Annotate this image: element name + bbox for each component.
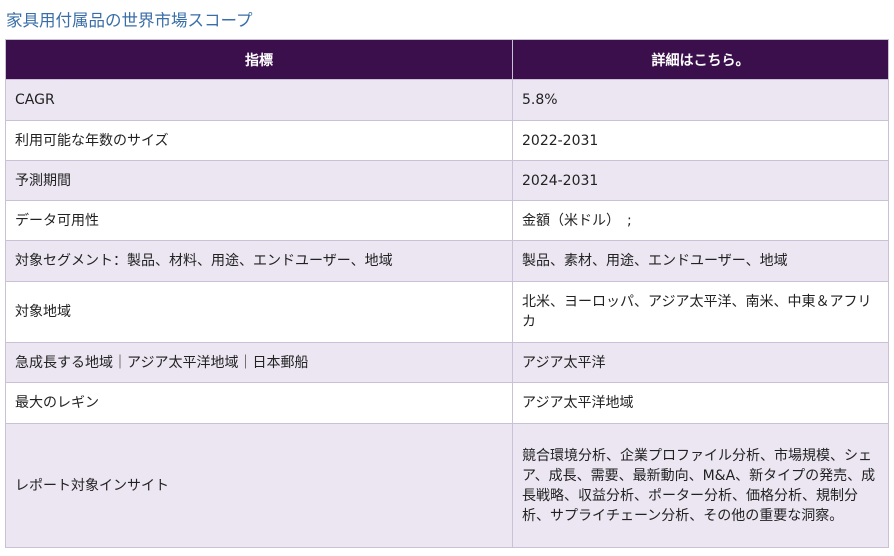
row-value: 5.8%	[512, 79, 889, 121]
row-label: CAGR	[5, 79, 513, 121]
row-value: 金額（米ドル） ;	[512, 200, 889, 241]
table-row: 利用可能な年数のサイズ 2022-2031	[5, 120, 889, 161]
row-label: 利用可能な年数のサイズ	[5, 120, 513, 161]
table-row: 対象地域 北米、ヨーロッパ、アジア太平洋、南米、中東＆アフリカ	[5, 281, 889, 343]
row-label: 予測期間	[5, 160, 513, 201]
table-row: CAGR 5.8%	[5, 79, 889, 121]
row-label: データ可用性	[5, 200, 513, 241]
row-label: 対象セグメント：製品、材料、用途、エンドユーザー、地域	[5, 240, 513, 282]
table-row: 予測期間 2024-2031	[5, 160, 889, 201]
row-value: 北米、ヨーロッパ、アジア太平洋、南米、中東＆アフリカ	[512, 281, 889, 343]
row-label: 最大のレギン	[5, 382, 513, 424]
table-row: 急成長する地域｜アジア太平洋地域｜日本郵船 アジア太平洋	[5, 342, 889, 383]
table-row: 対象セグメント：製品、材料、用途、エンドユーザー、地域 製品、素材、用途、エンド…	[5, 240, 889, 282]
row-label: 対象地域	[5, 281, 513, 343]
table-row: 最大のレギン アジア太平洋地域	[5, 382, 889, 424]
table-row: データ可用性 金額（米ドル） ;	[5, 200, 889, 241]
row-value: アジア太平洋	[512, 342, 889, 383]
page-title: 家具用付属品の世界市場スコープ	[6, 11, 253, 30]
column-header-indicator: 指標	[5, 39, 513, 80]
scope-table: 指標 詳細はこちら。 CAGR 5.8% 利用可能な年数のサイズ 2022-20…	[5, 39, 889, 548]
column-header-details: 詳細はこちら。	[512, 39, 889, 80]
row-value: 2024-2031	[512, 160, 889, 201]
row-value: 競合環境分析、企業プロファイル分析、市場規模、シェア、成長、需要、最新動向、M&…	[512, 423, 889, 548]
row-value: 製品、素材、用途、エンドユーザー、地域	[512, 240, 889, 282]
table-row: レポート対象インサイト 競合環境分析、企業プロファイル分析、市場規模、シェア、成…	[5, 423, 889, 548]
row-value: 2022-2031	[512, 120, 889, 161]
row-value: アジア太平洋地域	[512, 382, 889, 424]
row-label: レポート対象インサイト	[5, 423, 513, 548]
table-header-row: 指標 詳細はこちら。	[5, 39, 889, 80]
row-label: 急成長する地域｜アジア太平洋地域｜日本郵船	[5, 342, 513, 383]
